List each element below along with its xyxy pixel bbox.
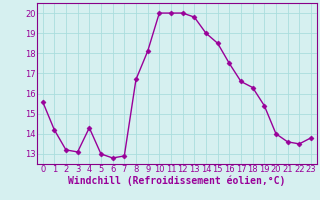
X-axis label: Windchill (Refroidissement éolien,°C): Windchill (Refroidissement éolien,°C) — [68, 176, 285, 186]
